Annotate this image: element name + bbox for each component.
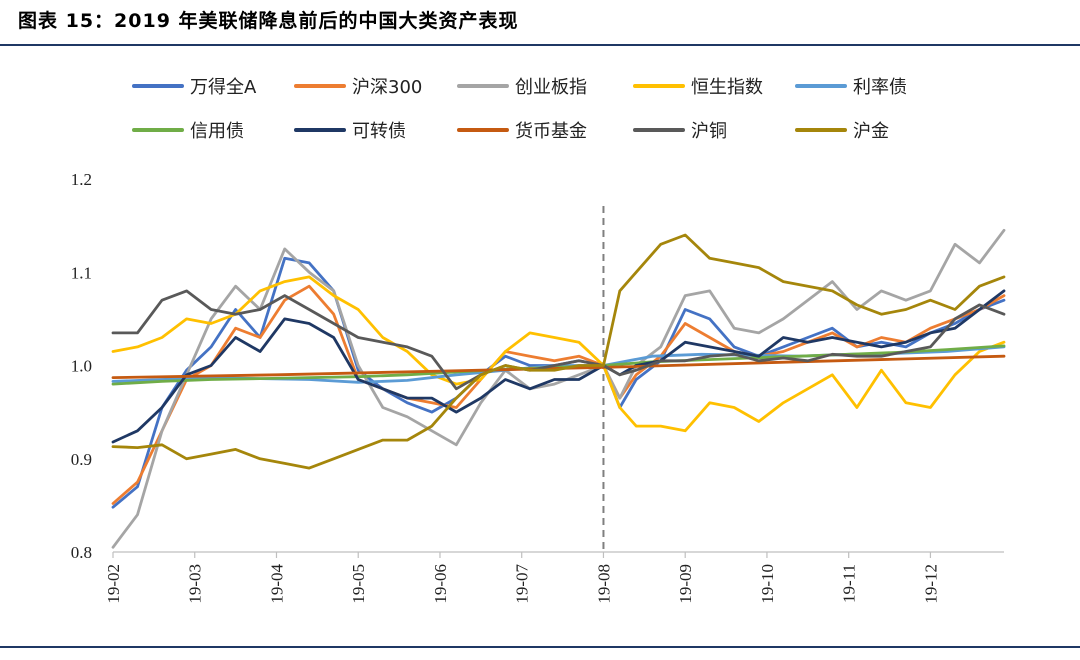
legend-label-9: 沪铜 bbox=[691, 121, 727, 142]
plot-lines bbox=[111, 228, 1006, 549]
legend-label-8: 货币基金 bbox=[515, 121, 587, 142]
legend-label-1: 万得全A bbox=[190, 77, 257, 98]
x-tick-label: 19-05 bbox=[349, 564, 368, 604]
x-axis: 19-02 19-03 19-04 19-05 19-06 19-07 19-08 19-09… bbox=[104, 551, 1004, 604]
x-tick-label: 19-06 bbox=[431, 564, 450, 604]
y-tick-label: 1.0 bbox=[71, 357, 92, 376]
y-tick-label: 0.8 bbox=[71, 543, 92, 562]
series-line-10 bbox=[111, 233, 1006, 470]
y-axis: 0.8 0.9 1.0 1.1 1.2 bbox=[71, 170, 92, 562]
legend-label-5: 利率债 bbox=[853, 77, 907, 98]
x-tick-label: 19-10 bbox=[758, 564, 777, 604]
legend-label-7: 可转债 bbox=[352, 121, 406, 142]
title-rule bbox=[0, 44, 1080, 46]
bottom-rule bbox=[0, 646, 1080, 648]
y-tick-label: 0.9 bbox=[71, 450, 92, 469]
x-tick-label: 19-02 bbox=[104, 564, 123, 604]
series-line-2 bbox=[111, 284, 1006, 505]
x-tick-label: 19-09 bbox=[676, 564, 695, 604]
legend-label-3: 创业板指 bbox=[515, 77, 587, 98]
legend-label-10: 沪金 bbox=[853, 121, 889, 142]
series-line-9 bbox=[111, 289, 1006, 391]
legend-label-6: 信用债 bbox=[190, 121, 244, 142]
series-line-4 bbox=[111, 275, 1006, 433]
y-tick-label: 1.1 bbox=[71, 263, 92, 282]
x-tick-label: 19-07 bbox=[513, 564, 532, 604]
x-tick-label: 19-03 bbox=[186, 564, 205, 604]
figure-title: 图表 15：2019 年美联储降息前后的中国大类资产表现 bbox=[18, 10, 519, 32]
x-tick-label: 19-11 bbox=[840, 564, 859, 603]
x-tick-label: 19-04 bbox=[267, 564, 286, 604]
legend-label-4: 恒生指数 bbox=[691, 77, 763, 98]
legend-label-2: 沪深300 bbox=[352, 77, 422, 98]
y-tick-label: 1.2 bbox=[71, 170, 92, 189]
series-line-7 bbox=[111, 289, 1006, 444]
x-tick-label: 19-12 bbox=[921, 564, 940, 604]
x-tick-label: 19-08 bbox=[594, 564, 613, 604]
